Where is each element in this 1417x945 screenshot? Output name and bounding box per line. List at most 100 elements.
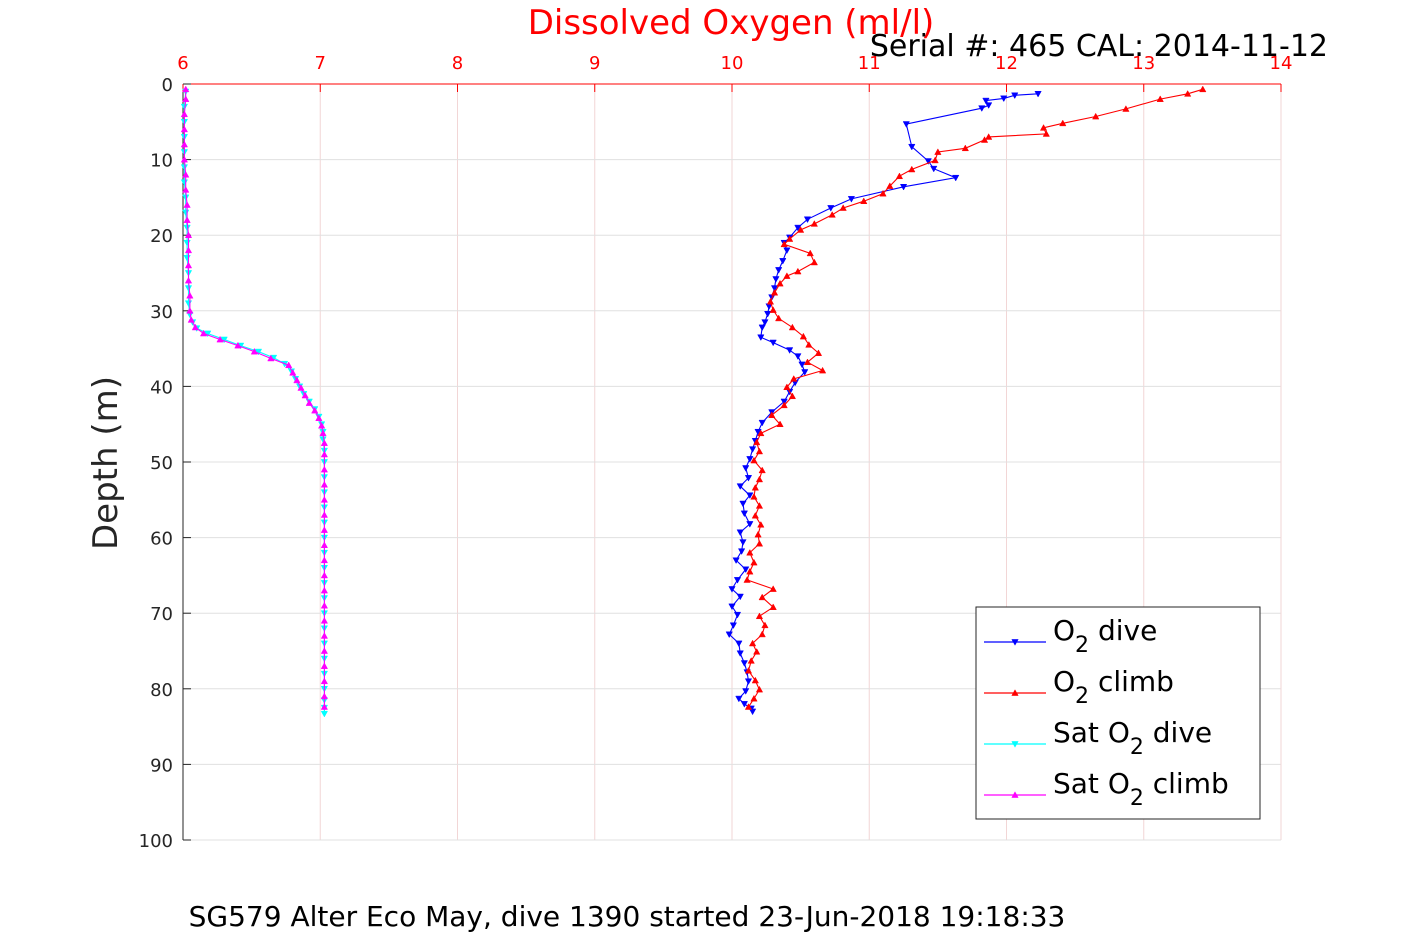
data-point <box>758 593 766 601</box>
data-point <box>786 235 794 242</box>
data-point <box>839 204 847 211</box>
data-point <box>755 539 764 547</box>
data-point <box>250 347 258 355</box>
data-point <box>799 332 807 340</box>
data-point <box>810 258 818 266</box>
data-point <box>182 171 190 178</box>
data-point <box>794 353 802 360</box>
data-point <box>780 240 788 248</box>
data-point <box>742 465 750 472</box>
data-point <box>982 97 990 105</box>
data-point <box>746 456 754 463</box>
data-point <box>320 647 328 654</box>
data-point <box>985 102 993 109</box>
data-point <box>732 557 740 564</box>
data-point <box>740 660 748 667</box>
data-point <box>1039 124 1048 131</box>
data-point <box>254 348 263 356</box>
data-point <box>750 493 758 500</box>
data-point <box>788 392 797 400</box>
data-point <box>742 688 750 695</box>
data-point <box>183 201 191 208</box>
data-point <box>184 231 193 239</box>
data-point <box>744 475 753 482</box>
data-point <box>783 272 791 279</box>
data-point <box>1059 119 1067 127</box>
data-point <box>182 186 190 193</box>
data-point <box>746 521 754 528</box>
data-point <box>772 276 780 283</box>
series-sat-o2-dive <box>180 88 328 718</box>
data-point <box>788 323 797 331</box>
data-point <box>320 496 328 503</box>
data-point <box>320 601 328 609</box>
data-point <box>1122 105 1130 112</box>
data-point <box>790 375 798 382</box>
data-point <box>183 255 191 262</box>
data-point <box>186 307 194 314</box>
legend-entry: O2 dive <box>984 614 1157 658</box>
data-point <box>886 182 894 189</box>
data-point <box>978 105 986 112</box>
data-point <box>751 483 759 491</box>
data-point <box>803 216 812 224</box>
y-tick-label: 60 <box>150 529 173 550</box>
data-point <box>184 246 193 254</box>
data-point <box>980 136 989 143</box>
legend-marker <box>1011 741 1019 748</box>
data-point <box>770 288 779 296</box>
y-tick-label: 90 <box>150 755 173 776</box>
data-point <box>783 383 791 390</box>
data-point <box>735 695 743 703</box>
data-point <box>740 510 748 518</box>
data-point <box>786 347 794 354</box>
data-point <box>827 205 835 212</box>
x-tick-label: 12 <box>995 53 1018 74</box>
data-point <box>184 300 193 307</box>
data-point <box>757 521 765 528</box>
data-point <box>743 576 751 583</box>
data-point <box>769 306 777 313</box>
x-tick-label: 11 <box>858 53 881 74</box>
y-tick-label: 10 <box>150 151 173 172</box>
data-point <box>742 566 750 574</box>
data-point <box>770 285 779 292</box>
data-point <box>733 577 742 584</box>
y-tick-label: 70 <box>150 604 173 625</box>
data-point <box>751 676 759 684</box>
data-point <box>744 678 753 685</box>
data-point <box>750 694 758 702</box>
data-point <box>755 502 764 509</box>
data-point <box>952 174 960 182</box>
data-point <box>769 585 777 592</box>
data-point <box>747 657 755 664</box>
data-point <box>180 125 188 133</box>
data-point <box>755 612 764 620</box>
data-point <box>748 639 757 647</box>
data-point <box>297 384 305 391</box>
data-point <box>748 446 757 453</box>
data-point <box>764 311 772 318</box>
data-point <box>735 640 743 648</box>
data-point <box>985 133 993 140</box>
data-point <box>1011 92 1019 100</box>
data-point <box>301 391 309 399</box>
data-point <box>182 209 190 217</box>
data-point <box>184 276 193 284</box>
data-point <box>757 334 765 341</box>
data-point <box>289 369 297 376</box>
data-point <box>776 420 784 428</box>
data-point <box>769 339 777 347</box>
data-point <box>794 224 802 232</box>
data-point <box>183 216 191 223</box>
data-point <box>805 341 813 348</box>
data-point <box>761 319 769 326</box>
data-point <box>924 158 932 165</box>
data-point <box>315 414 323 421</box>
data-point <box>766 298 775 305</box>
data-point <box>184 261 193 269</box>
data-point <box>780 401 788 409</box>
data-point <box>320 450 328 458</box>
legend-marker <box>1011 689 1019 696</box>
data-point <box>902 121 910 128</box>
